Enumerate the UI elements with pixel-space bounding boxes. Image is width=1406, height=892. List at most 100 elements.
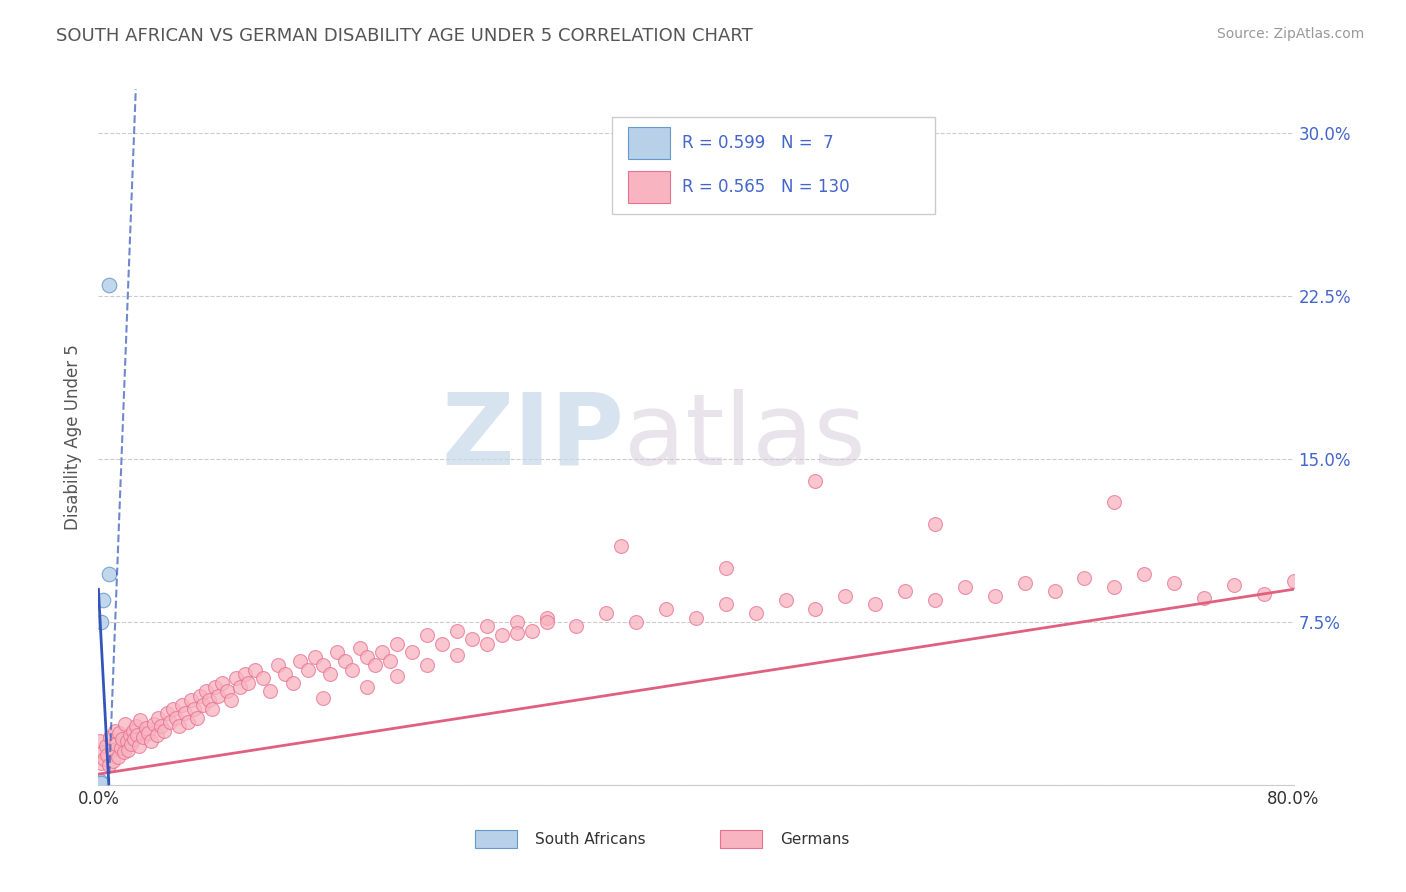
Point [162, 702, 184, 716]
Point [304, 649, 326, 664]
Point [153, 723, 176, 738]
Point [1133, 567, 1156, 582]
Point [104, 723, 127, 738]
Point [804, 602, 827, 616]
Point [215, 684, 238, 698]
Point [156, 706, 179, 721]
Point [1163, 575, 1185, 590]
Point [1253, 587, 1275, 601]
Point [311, 690, 333, 705]
Point [371, 645, 394, 659]
Point [536, 615, 558, 629]
Point [1104, 580, 1126, 594]
Text: atlas: atlas [624, 389, 866, 485]
Point [188, 689, 211, 703]
Point [165, 710, 187, 724]
Point [506, 615, 529, 629]
Point [252, 672, 274, 686]
Point [128, 739, 150, 753]
Point [430, 637, 453, 651]
Point [121, 723, 143, 738]
Point [97, 567, 120, 582]
Point [520, 624, 543, 638]
Point [1223, 578, 1246, 592]
Point [356, 680, 378, 694]
Point [288, 654, 311, 668]
Point [326, 645, 349, 659]
Point [159, 714, 181, 729]
Point [1014, 575, 1036, 590]
Point [446, 624, 468, 638]
Point [745, 606, 768, 620]
Point [259, 684, 281, 698]
Point [714, 598, 737, 612]
Point [342, 663, 364, 677]
Point [953, 580, 976, 594]
Point [233, 667, 256, 681]
Point [91, 593, 114, 607]
Point [183, 702, 205, 716]
Point [89, 734, 111, 748]
Point [125, 719, 148, 733]
Point [115, 734, 138, 748]
Point [385, 669, 409, 683]
Bar [628, 127, 669, 159]
Point [107, 749, 129, 764]
Point [221, 693, 243, 707]
Point [117, 743, 139, 757]
Point [281, 675, 304, 690]
Point [364, 658, 387, 673]
Point [475, 637, 498, 651]
Point [139, 734, 162, 748]
Point [136, 726, 159, 740]
Point [491, 628, 513, 642]
Point [127, 728, 149, 742]
Point [225, 672, 247, 686]
Text: Germans: Germans [779, 831, 849, 847]
Point [229, 680, 252, 694]
Point [98, 730, 122, 744]
Point [333, 654, 356, 668]
Point [1192, 591, 1215, 605]
Point [112, 745, 135, 759]
Text: South Africans: South Africans [534, 831, 645, 847]
Point [274, 667, 297, 681]
Point [97, 277, 120, 292]
Point [90, 776, 112, 790]
Point [984, 589, 1007, 603]
Point [124, 732, 146, 747]
Point [655, 602, 678, 616]
Point [924, 593, 946, 607]
Point [204, 680, 226, 694]
Text: R = 0.599   N =  7: R = 0.599 N = 7 [682, 135, 834, 153]
Point [1104, 495, 1126, 509]
Point [385, 637, 409, 651]
Point [172, 698, 194, 712]
Point [356, 649, 378, 664]
Text: SOUTH AFRICAN VS GERMAN DISABILITY AGE UNDER 5 CORRELATION CHART: SOUTH AFRICAN VS GERMAN DISABILITY AGE U… [56, 27, 754, 45]
Point [111, 732, 134, 747]
Point [191, 698, 214, 712]
Point [207, 689, 229, 703]
Point [475, 619, 498, 633]
Point [91, 745, 114, 759]
Point [894, 584, 917, 599]
Point [132, 730, 155, 744]
Y-axis label: Disability Age Under 5: Disability Age Under 5 [65, 344, 83, 530]
Point [167, 719, 190, 733]
Point [714, 560, 737, 574]
Point [311, 658, 333, 673]
Point [150, 719, 173, 733]
Point [245, 663, 267, 677]
Point [89, 773, 111, 788]
Point [120, 737, 142, 751]
Point [89, 776, 111, 790]
Point [135, 722, 157, 736]
Point [114, 717, 136, 731]
Point [129, 713, 152, 727]
Point [595, 606, 617, 620]
Text: ZIP: ZIP [441, 389, 624, 485]
Point [297, 663, 319, 677]
Point [349, 640, 371, 655]
Point [177, 714, 200, 729]
